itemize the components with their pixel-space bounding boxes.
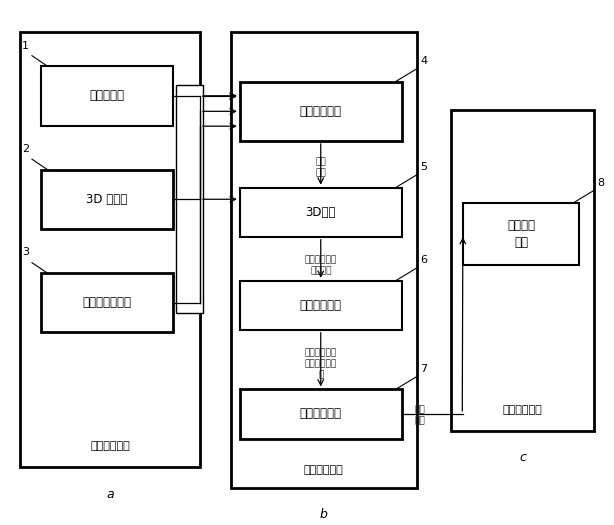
Text: 3D单元: 3D单元 [306,206,336,219]
Text: 网格导体系统: 网格导体系统 [300,407,342,421]
Text: 电致变色
玻璃: 电致变色 玻璃 [507,219,535,249]
Bar [239,81,402,141]
Text: 7: 7 [420,364,427,374]
Bar [41,66,173,125]
Bar [231,33,417,488]
Text: 8: 8 [597,177,604,187]
Text: 2: 2 [21,144,29,154]
Text: 信息处理单元: 信息处理单元 [300,299,342,312]
Text: 6: 6 [420,255,427,265]
Text: 信息分析系统: 信息分析系统 [304,465,344,475]
Text: 3D 扫描仪: 3D 扫描仪 [86,193,128,206]
Bar [463,203,579,265]
Bar [239,390,402,438]
Bar [41,170,173,229]
Text: c: c [519,452,526,465]
Text: 建立好车外空
间坐标系: 建立好车外空 间坐标系 [305,255,337,275]
Text: a: a [106,488,114,501]
Text: 雷达测距传感器: 雷达测距传感器 [82,296,131,309]
Bar [451,110,594,430]
Text: 执行调节系统: 执行调节系统 [503,405,542,415]
Bar [20,33,200,467]
Bar [239,187,402,237]
Text: 微型摄像头: 微型摄像头 [89,89,124,102]
Text: 筛查
分选: 筛查 分选 [316,157,326,177]
Text: 信息采集系统: 信息采集系统 [90,442,130,452]
Bar [41,273,173,332]
Text: b: b [320,508,328,521]
Text: 导体
序号: 导体 序号 [414,405,426,425]
Text: 5: 5 [420,162,427,172]
Text: 3: 3 [22,247,29,257]
Text: 4: 4 [420,56,427,66]
Bar [239,281,402,330]
Bar [176,86,203,313]
Text: 确定光束在车
罩上的空间坐
标: 确定光束在车 罩上的空间坐 标 [305,348,337,379]
Text: 图像识别单元: 图像识别单元 [300,105,342,118]
Text: 1: 1 [22,40,29,50]
